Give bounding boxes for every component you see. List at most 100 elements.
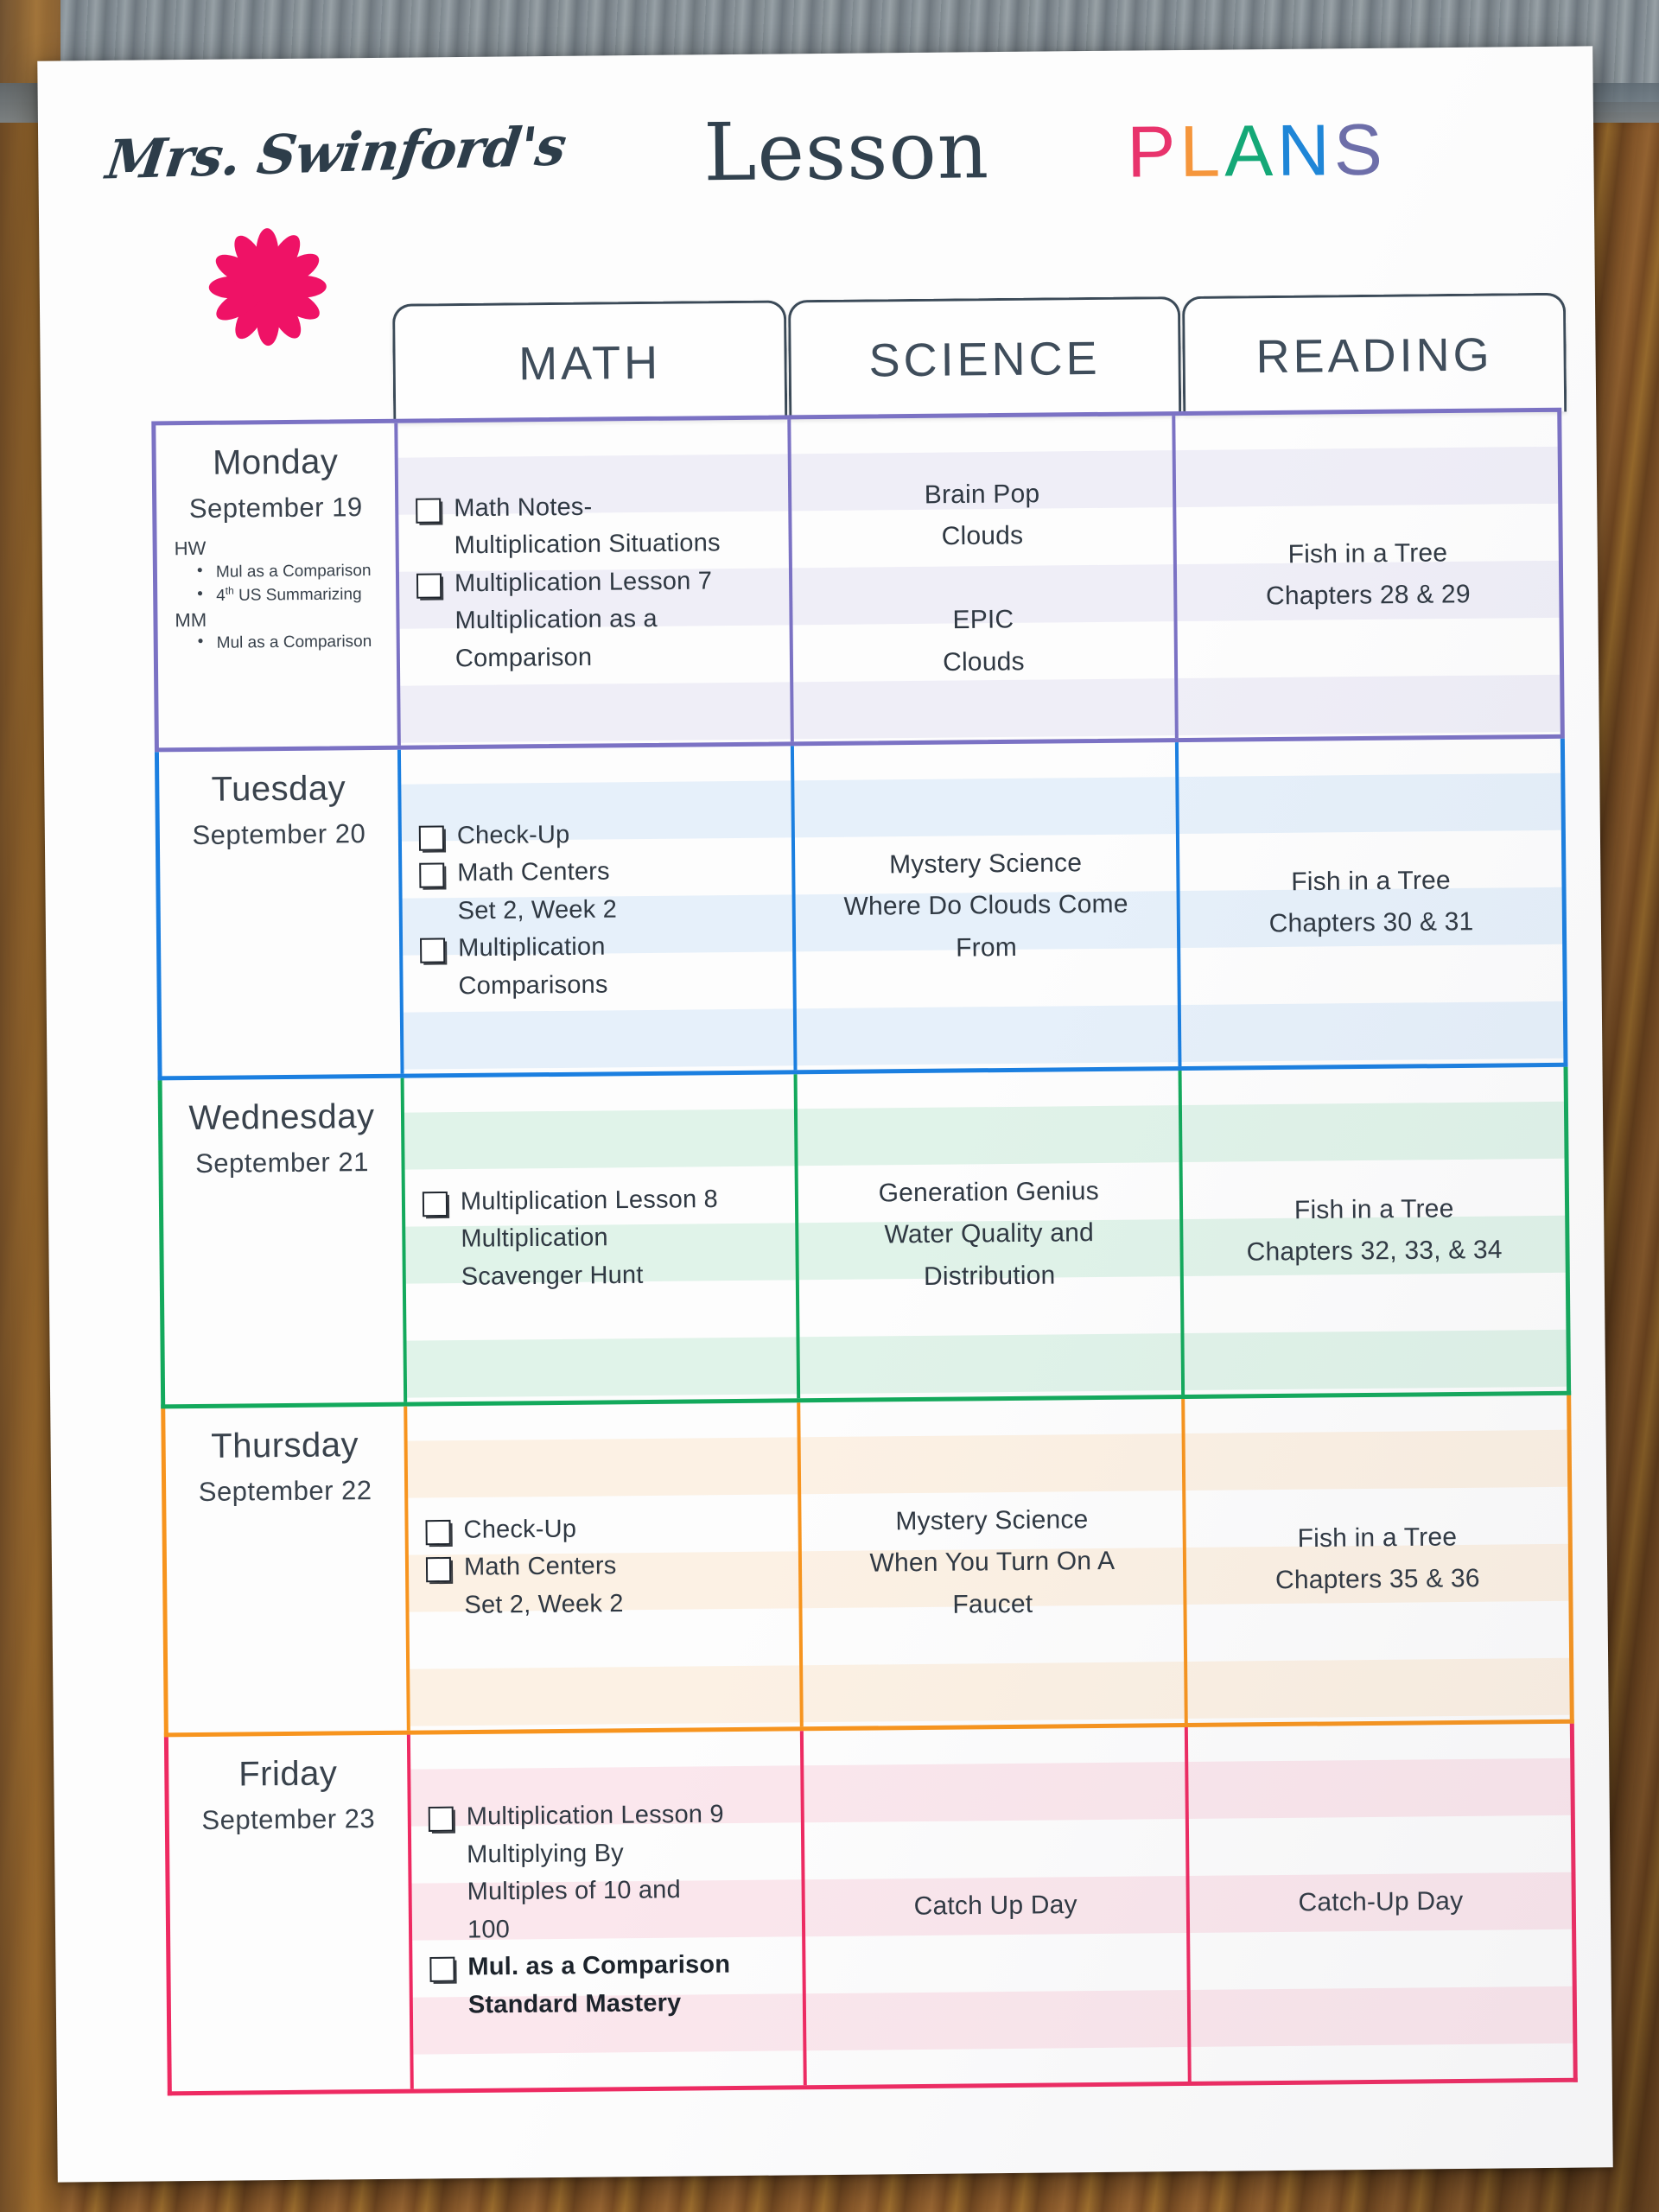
reading-cell-thursday: Fish in a Tree Chapters 35 & 36 xyxy=(1181,1395,1570,1724)
science-line: Catch Up Day xyxy=(913,1890,1077,1921)
checkbox-icon[interactable] xyxy=(428,1806,454,1832)
page-title: Mrs. Swinford's Lesson PLANS xyxy=(103,94,1542,220)
day-cell-friday: Friday September 23 xyxy=(168,1735,410,2092)
math-task-wrapper: Check-Up Math Centers Set 2, Week 2 Multipl… xyxy=(402,814,793,1006)
mastery-item: Mul as a Comparison xyxy=(198,630,386,656)
row-band xyxy=(410,1665,800,1726)
reading-line: Fish in a Tree xyxy=(1294,1193,1454,1224)
math-cell-monday: Math Notes- Multiplication Situations Mult… xyxy=(394,419,791,746)
math-task-label: Multiplication Lesson 8 xyxy=(460,1185,719,1216)
checkbox-icon[interactable] xyxy=(425,1556,452,1583)
row-band xyxy=(1188,1758,1571,1819)
title-plans-letter-p: P xyxy=(1126,111,1180,193)
day-row-wednesday: Wednesday September 21 Multiplication Less… xyxy=(157,1066,1572,1409)
science-line: Clouds xyxy=(942,647,1025,677)
math-task-wrapper: Multiplication Lesson 8 Multiplication Sca… xyxy=(405,1180,796,1297)
math-cell-tuesday: Check-Up Math Centers Set 2, Week 2 Multipl… xyxy=(397,746,794,1074)
math-task-list: Multiplication Lesson 8 Multiplication Sca… xyxy=(422,1180,787,1297)
checkbox-icon[interactable] xyxy=(422,1191,448,1217)
tab-reading-label: READING xyxy=(1255,328,1493,383)
row-band xyxy=(400,682,791,743)
tab-reading[interactable]: READING xyxy=(1181,292,1567,416)
tab-math-label: MATH xyxy=(518,336,662,390)
science-line: Mystery Science xyxy=(888,848,1083,879)
row-band xyxy=(792,678,1176,740)
math-task-list: Multiplication Lesson 9 Multiplying By Mul… xyxy=(428,1796,794,2024)
math-task-label: Multiplication Lesson 7 xyxy=(454,566,713,597)
math-task-label: Multiples of 10 and xyxy=(467,1876,681,1906)
math-task-label: Multiplying By xyxy=(467,1839,625,1869)
checkbox-icon[interactable] xyxy=(418,824,445,851)
day-row-friday: Friday September 23 Multiplication Lesson … xyxy=(163,1723,1578,2096)
math-task-label: Multiplication Lesson 9 xyxy=(466,1800,724,1831)
reading-line: Chapters 30 & 31 xyxy=(1268,907,1474,938)
row-band xyxy=(1191,1986,1573,2047)
science-text-wrapper: Brain Pop Clouds EPIC Clouds xyxy=(791,472,1174,685)
homework-item: 4th US Summarizing xyxy=(197,582,385,608)
math-task-item: Multiplication xyxy=(420,927,784,969)
day-date: September 20 xyxy=(192,818,366,851)
subject-header-tabs: MATH SCIENCE READING xyxy=(391,292,1567,423)
title-plans-letter-l: L xyxy=(1179,110,1225,193)
math-task-item: Standard Mastery xyxy=(430,1983,794,2024)
math-task-label: Comparisons xyxy=(458,970,608,1000)
math-task-label: Set 2, Week 2 xyxy=(457,895,618,925)
math-task-label: 100 xyxy=(467,1915,511,1944)
math-task-item: Multiplying By xyxy=(429,1833,792,1874)
science-line: Generation Genius xyxy=(878,1176,1100,1208)
flower-center xyxy=(251,270,284,304)
reading-line: Fish in a Tree xyxy=(1291,865,1451,896)
science-line: Faucet xyxy=(952,1589,1033,1619)
science-line: From xyxy=(956,932,1018,963)
math-task-list: Check-Up Math Centers Set 2, Week 2 Multipl… xyxy=(418,814,785,1006)
homework-item: Mul as a Comparison xyxy=(197,558,385,584)
row-band xyxy=(803,1762,1186,1823)
tab-science[interactable]: SCIENCE xyxy=(787,296,1182,420)
reading-line: Chapters 28 & 29 xyxy=(1265,580,1471,611)
science-cell-monday: Brain Pop Clouds EPIC Clouds xyxy=(786,416,1176,742)
row-band xyxy=(797,1105,1179,1166)
reading-text-wrapper: Fish in a Tree Chapters 35 & 36 xyxy=(1186,1516,1569,1603)
checkbox-icon[interactable] xyxy=(420,938,446,963)
math-task-label: Check-Up xyxy=(456,820,570,849)
reading-cell-monday: Fish in a Tree Chapters 28 & 29 xyxy=(1172,411,1560,739)
day-name: Tuesday xyxy=(211,769,346,809)
math-task-item: Multiplication Lesson 8 xyxy=(422,1180,786,1222)
row-band xyxy=(1178,674,1560,736)
checkbox-icon[interactable] xyxy=(425,1519,451,1545)
science-text-wrapper: Catch Up Day xyxy=(804,1884,1186,1929)
math-task-item: 100 xyxy=(429,1908,793,1949)
math-task-item: Multiplication Situations xyxy=(416,524,779,566)
title-plans-letter-s: S xyxy=(1333,108,1388,191)
checkbox-icon[interactable] xyxy=(419,862,445,888)
math-task-item: Check-Up xyxy=(425,1509,789,1550)
flower-icon xyxy=(203,222,332,351)
science-line: Mystery Science xyxy=(895,1504,1089,1535)
science-line xyxy=(804,556,1161,601)
reading-text-wrapper: Fish in a Tree Chapters 30 & 31 xyxy=(1180,859,1563,946)
row-band xyxy=(1179,772,1561,835)
reading-cell-wednesday: Fish in a Tree Chapters 32, 33, & 34 xyxy=(1178,1066,1567,1395)
math-task-label: Scavenger Hunt xyxy=(461,1261,644,1291)
science-line: Clouds xyxy=(941,521,1024,551)
reading-text-wrapper: Fish in a Tree Chapters 32, 33, & 34 xyxy=(1183,1187,1566,1274)
lesson-plan-sheet: Mrs. Swinford's Lesson PLANS MATH SCIENC… xyxy=(37,46,1612,2182)
tab-math[interactable]: MATH xyxy=(391,300,788,423)
reading-cell-friday: Catch-Up Day xyxy=(1185,1723,1573,2082)
checkbox-icon[interactable] xyxy=(429,1956,455,1982)
science-line: EPIC xyxy=(952,605,1014,635)
checkbox-icon[interactable] xyxy=(416,572,442,599)
title-plans-letter-n: N xyxy=(1276,109,1335,191)
row-band xyxy=(793,777,1177,838)
row-band xyxy=(1175,446,1559,508)
checkbox-icon[interactable] xyxy=(416,497,442,524)
science-line: Brain Pop xyxy=(924,479,1040,509)
homework-list: Mul as a Comparison4th US Summarizing xyxy=(175,558,386,608)
day-row-thursday: Thursday September 22 Check-Up Math Centers… xyxy=(161,1395,1574,1738)
math-task-label: Multiplication as a xyxy=(454,605,658,635)
tab-science-label: SCIENCE xyxy=(868,332,1101,386)
lesson-plan-paper: Mrs. Swinford's Lesson PLANS MATH SCIENC… xyxy=(37,46,1613,2183)
